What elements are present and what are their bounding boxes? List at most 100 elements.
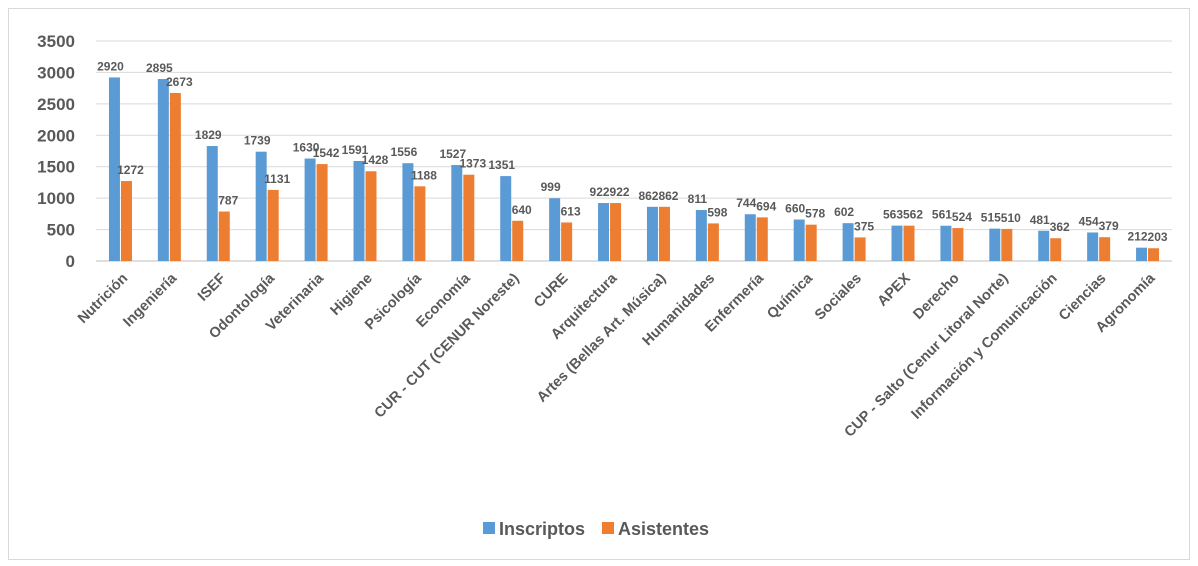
data-label-inscriptos: 454 [1079,214,1099,228]
bar-inscriptos [304,158,316,261]
bar-inscriptos [842,223,854,261]
bar-inscriptos [695,210,707,261]
bar-inscriptos [793,219,805,261]
x-tick-label: ISEF [195,270,229,304]
bar-inscriptos [255,151,267,261]
y-axis: 0 500 1000 1500 2000 2500 3000 3500 [37,32,75,271]
y-tick-label: 3000 [37,63,75,82]
data-label-asistentes: 862 [658,189,678,203]
legend-swatch-asistentes [602,522,614,534]
bar-asistentes [903,225,915,261]
data-label-asistentes: 524 [952,210,972,224]
bar-asistentes [169,92,181,262]
data-label-asistentes: 922 [610,185,630,199]
data-label-inscriptos: 2895 [146,61,173,75]
x-tick-label: Sociales [812,271,865,324]
bar-inscriptos [108,77,120,261]
bar-inscriptos [940,225,952,261]
bar-asistentes [1148,248,1160,261]
bar-chart: 0 500 1000 1500 2000 2500 3000 3500 2920 1272 289… [37,32,1172,539]
data-label-asistentes: 510 [1001,211,1021,225]
bar-inscriptos [1087,232,1099,261]
bar-asistentes [610,203,622,261]
data-label-asistentes: 1542 [313,146,340,160]
data-label-asistentes: 578 [805,207,825,221]
data-label-inscriptos: 862 [638,189,658,203]
bar-asistentes [561,222,573,261]
data-label-asistentes: 1272 [117,163,144,177]
bar-asistentes [707,223,719,261]
data-label-asistentes: 379 [1099,219,1119,233]
bar-asistentes [218,211,230,261]
data-label-asistentes: 1373 [459,157,486,171]
bar-asistentes [805,224,817,261]
bar-asistentes [267,189,279,261]
data-label-inscriptos: 481 [1030,213,1050,227]
y-tick-label: 0 [66,252,75,271]
bar-asistentes [854,237,866,261]
data-label-asistentes: 787 [218,194,238,208]
data-label-inscriptos: 563 [883,208,903,222]
bar-inscriptos [500,176,512,261]
y-tick-label: 2500 [37,95,75,114]
bar-asistentes [414,186,426,261]
y-tick-label: 3500 [37,32,75,51]
bar-inscriptos [353,160,365,261]
data-label-asistentes: 598 [707,205,727,219]
x-tick-label: Higiene [327,271,375,319]
bar-asistentes [952,228,964,261]
bar-inscriptos [549,198,561,261]
legend: Inscriptos Asistentes [483,519,709,539]
chart-frame: 0 500 1000 1500 2000 2500 3000 3500 2920 1272 289… [8,8,1190,560]
data-label-inscriptos: 1351 [488,158,515,172]
data-label-inscriptos: 515 [981,211,1001,225]
y-tick-label: 1000 [37,189,75,208]
data-label-inscriptos: 922 [590,185,610,199]
data-label-inscriptos: 1630 [293,141,320,155]
data-label-inscriptos: 1591 [342,143,369,157]
data-label-asistentes: 2673 [166,75,193,89]
data-label-inscriptos: 660 [785,202,805,216]
bar-asistentes [1001,228,1013,261]
data-label-asistentes: 375 [854,219,874,233]
legend-label-asistentes: Asistentes [618,519,709,539]
data-label-inscriptos: 1739 [244,134,271,148]
data-label-inscriptos: 1556 [391,145,418,159]
data-label-inscriptos: 811 [688,192,708,206]
x-tick-label: APEX [875,270,914,309]
data-label-asistentes: 640 [512,203,532,217]
data-label-asistentes: 613 [561,204,581,218]
legend-label-inscriptos: Inscriptos [499,519,585,539]
data-label-asistentes: 694 [756,199,776,213]
bars [108,77,1160,262]
bar-inscriptos [646,206,658,261]
bar-asistentes [365,171,377,261]
bar-inscriptos [402,163,414,261]
data-label-inscriptos: 602 [834,205,854,219]
bar-inscriptos [206,146,218,261]
bar-inscriptos [598,203,610,261]
bar-inscriptos [891,225,903,261]
bar-inscriptos [157,79,169,262]
bar-inscriptos [744,214,756,261]
bar-asistentes [120,181,132,261]
legend-swatch-inscriptos [483,522,495,534]
bar-asistentes [1050,238,1062,261]
data-label-inscriptos: 1527 [439,147,466,161]
data-label-inscriptos: 999 [541,180,561,194]
data-label-asistentes: 203 [1148,230,1168,244]
bar-inscriptos [451,165,463,261]
x-tick-label: CURE [531,270,572,311]
data-label-inscriptos: 1829 [195,128,222,142]
bar-asistentes [658,206,670,261]
data-label-inscriptos: 744 [736,196,756,210]
y-tick-label: 500 [47,221,75,240]
x-tick-label: Ingeniería [120,270,180,330]
bar-asistentes [316,164,328,261]
bar-inscriptos [1136,247,1148,261]
data-label-asistentes: 562 [903,208,923,222]
data-label-asistentes: 1188 [411,168,437,182]
data-label-asistentes: 1428 [362,153,389,167]
